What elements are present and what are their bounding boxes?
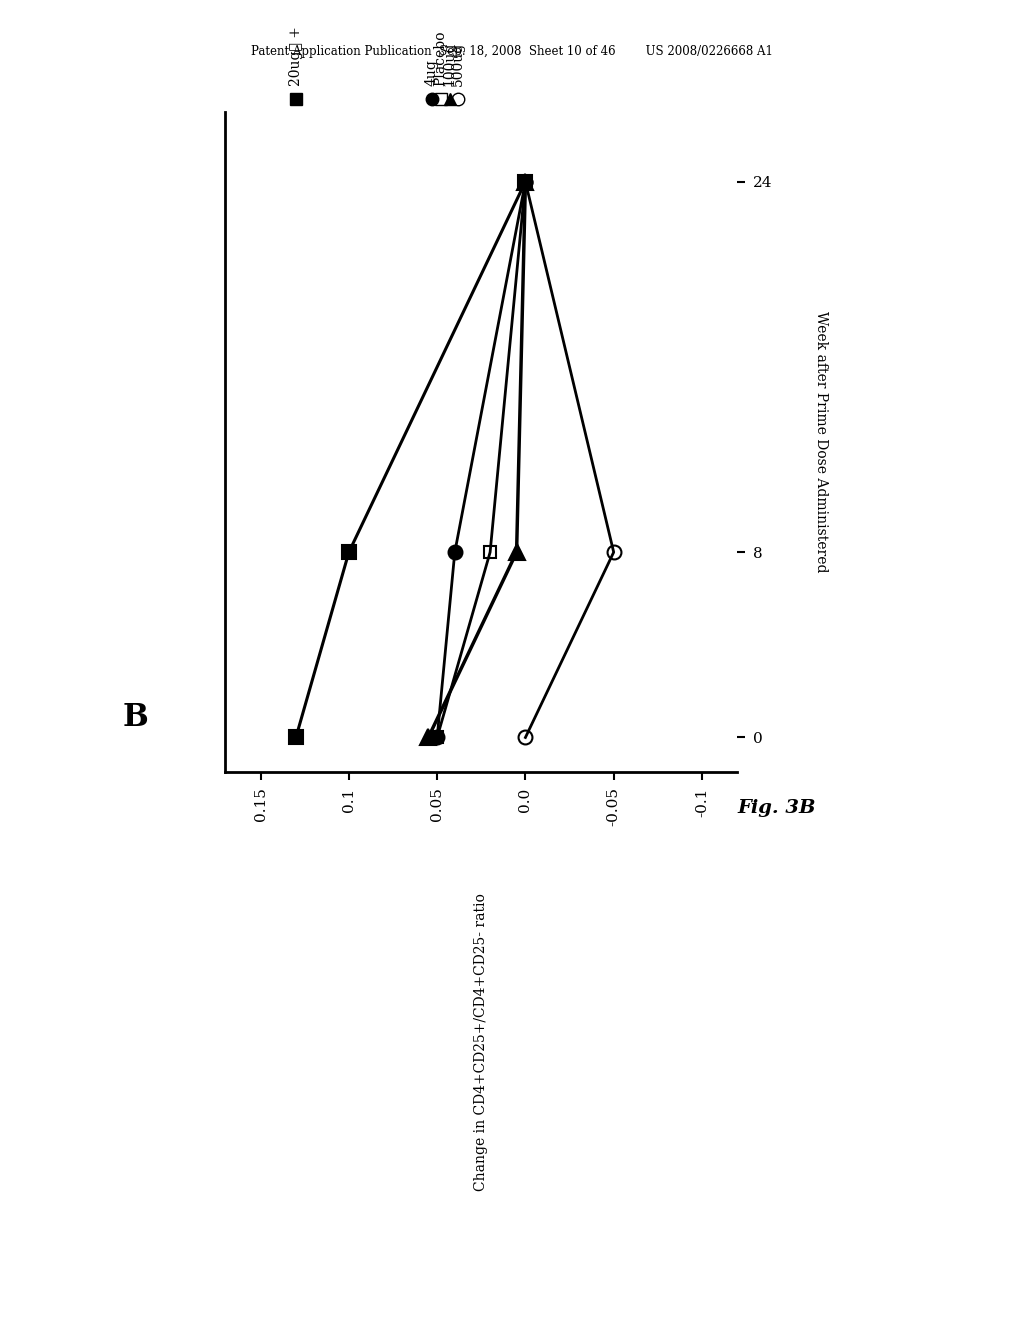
Text: B: B <box>123 702 148 733</box>
Y-axis label: Week after Prime Dose Administered: Week after Prime Dose Administered <box>814 312 827 573</box>
Text: 100ug: 100ug <box>442 41 457 86</box>
Text: 4ug: 4ug <box>425 59 439 86</box>
Text: Placebo: Placebo <box>434 30 447 86</box>
X-axis label: Change in CD4+CD25+/CD4+CD25- ratio: Change in CD4+CD25+/CD4+CD25- ratio <box>474 894 488 1191</box>
Text: Patent Application Publication  Sep. 18, 2008  Sheet 10 of 46        US 2008/022: Patent Application Publication Sep. 18, … <box>251 45 773 58</box>
Text: 20ug★ +: 20ug★ + <box>289 26 303 86</box>
Text: 500ug: 500ug <box>452 41 465 86</box>
Text: Fig. 3B: Fig. 3B <box>737 799 816 817</box>
